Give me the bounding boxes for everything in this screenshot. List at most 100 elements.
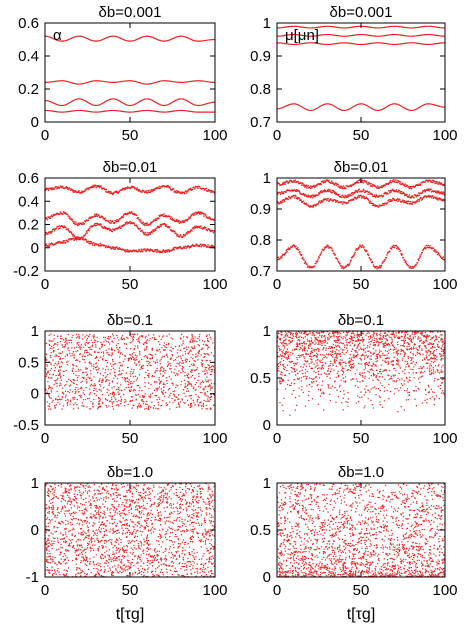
data-point: [287, 248, 289, 251]
data-point: [93, 365, 95, 368]
data-point: [150, 188, 153, 191]
data-point: [202, 362, 204, 365]
data-point: [67, 360, 69, 362]
data-point: [99, 242, 102, 245]
data-point: [380, 264, 383, 267]
data-point: [45, 353, 48, 355]
data-point: [74, 388, 76, 391]
data-point: [70, 232, 73, 235]
data-point: [312, 196, 314, 199]
data-point: [402, 200, 405, 202]
data-point: [100, 341, 102, 344]
data-point: [362, 195, 365, 197]
data-point: [362, 245, 364, 247]
data-point: [102, 351, 104, 353]
data-point: [404, 342, 406, 344]
data-point: [140, 399, 143, 401]
data-point: [289, 340, 292, 343]
data-point: [68, 349, 70, 352]
data-point: [389, 390, 392, 393]
y-tick-label: 0: [31, 240, 39, 257]
data-point: [170, 378, 172, 380]
data-point: [181, 399, 183, 401]
data-point: [207, 386, 209, 388]
data-point: [121, 353, 124, 356]
data-point: [202, 404, 205, 406]
x-tick-label: 100: [432, 127, 457, 144]
data-point: [386, 389, 388, 392]
data-point: [210, 408, 212, 410]
data-point: [363, 372, 365, 374]
data-point: [404, 369, 406, 371]
data-point: [97, 340, 99, 343]
data-point: [105, 380, 107, 383]
data-point: [291, 353, 294, 355]
data-point: [401, 253, 404, 256]
data-point: [347, 193, 349, 196]
data-point: [356, 333, 359, 335]
data-point: [300, 199, 302, 202]
data-point: [372, 407, 375, 409]
data-point: [73, 403, 75, 406]
data-point: [112, 367, 115, 369]
data-point: [414, 336, 416, 338]
data-point: [146, 355, 148, 358]
data-point: [151, 401, 153, 404]
data-point: [147, 407, 150, 409]
data-point: [60, 361, 63, 363]
data-point: [327, 365, 330, 367]
data-point: [122, 216, 124, 219]
data-point: [126, 377, 129, 379]
data-point: [128, 381, 130, 384]
data-point: [142, 396, 144, 398]
data-point: [134, 358, 136, 360]
data-point: [369, 257, 371, 260]
data-point: [170, 218, 173, 221]
data-point: [128, 389, 131, 391]
data-point: [193, 363, 195, 365]
data-point: [418, 257, 421, 260]
data-point: [105, 375, 107, 377]
data-point: [205, 400, 207, 403]
data-point: [322, 367, 324, 370]
data-point: [148, 387, 150, 390]
data-point: [163, 382, 165, 384]
data-point: [336, 339, 338, 342]
data-point: [59, 357, 62, 359]
data-point: [186, 384, 189, 387]
data-point: [421, 349, 423, 351]
data-point: [437, 191, 440, 194]
data-point: [212, 231, 215, 234]
data-point: [174, 395, 176, 397]
data-point: [111, 380, 114, 382]
scatter-points: [277, 331, 445, 416]
data-point: [417, 336, 420, 338]
data-point: [389, 191, 391, 194]
data-point: [162, 389, 165, 392]
data-point: [92, 384, 94, 387]
data-point: [201, 363, 203, 366]
data-point: [419, 256, 422, 258]
data-point: [130, 354, 132, 356]
data-point: [300, 366, 302, 368]
data-point: [139, 396, 141, 398]
data-point: [165, 379, 168, 382]
data-point: [150, 406, 152, 408]
data-point: [404, 332, 406, 334]
data-point: [100, 390, 102, 392]
data-point: [367, 198, 369, 201]
data-point: [212, 366, 215, 368]
data-point: [109, 222, 111, 224]
data-point: [64, 396, 67, 398]
data-point: [284, 183, 287, 185]
data-point: [143, 232, 146, 234]
data-point: [164, 349, 166, 351]
data-point: [349, 340, 351, 343]
data-point: [296, 248, 298, 250]
data-point: [106, 340, 108, 343]
data-point: [345, 331, 348, 333]
data-point: [165, 377, 168, 379]
data-point: [395, 332, 397, 334]
data-point: [155, 369, 157, 372]
data-point: [287, 331, 289, 333]
